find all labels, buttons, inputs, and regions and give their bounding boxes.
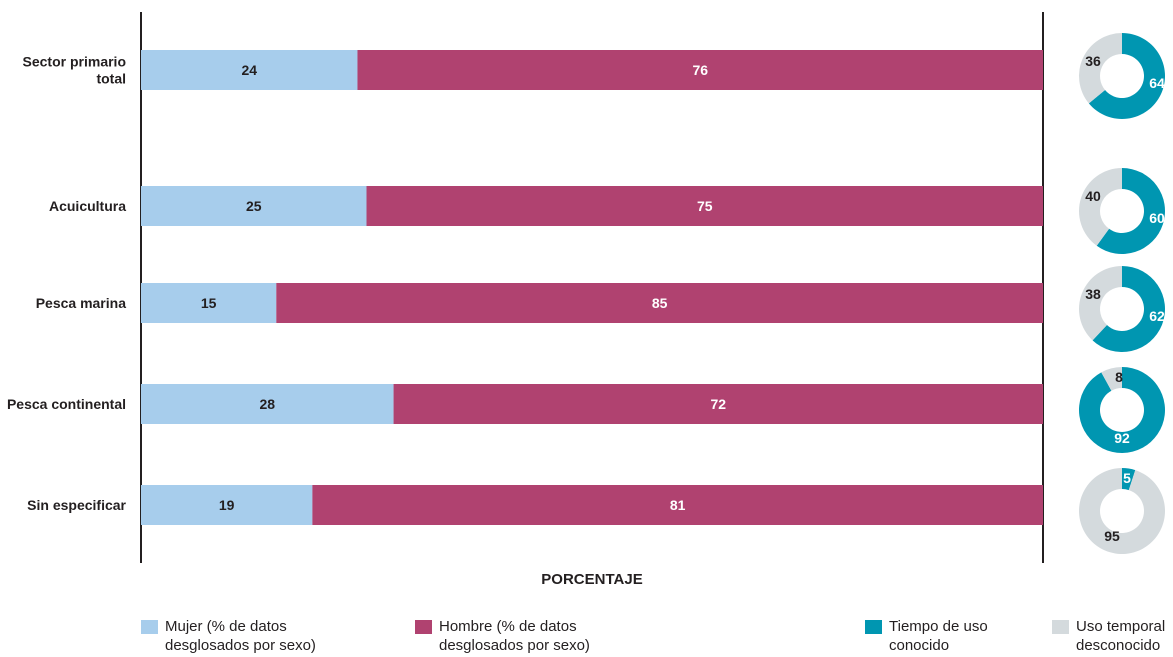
donut-value-label-uso-desconocido-2: 38 (1085, 286, 1101, 302)
donut-value-label-tiempo-conocido-3: 92 (1114, 430, 1130, 446)
legend-label-tiempo-line1: Tiempo de uso (889, 618, 988, 635)
donut-group: 64 36 60 40 62 38 92 8 5 95 (1078, 33, 1166, 555)
legend-swatch-uso-desconocido (1052, 620, 1069, 634)
legend-label-uso-line2: desconocido (1076, 637, 1161, 654)
donut-slice-uso-desconocido-4 (1078, 468, 1166, 555)
donut-slice-uso-desconocido-1 (1079, 168, 1122, 246)
category-label-4: Sin especificar (27, 497, 126, 513)
donut-slice-uso-desconocido-0 (1079, 33, 1122, 104)
bar-value-label-mujer-0: 24 (241, 62, 257, 78)
donut-value-label-uso-desconocido-4: 95 (1104, 528, 1120, 544)
bar-value-label-hombre-0: 76 (692, 62, 708, 78)
bar-hombre-4 (312, 485, 1043, 525)
category-label-3: Pesca continental (7, 396, 126, 412)
bar-mujer-3 (141, 384, 394, 424)
legend-label-tiempo-line2: conocido (889, 637, 950, 654)
bar-hombre-3 (393, 384, 1043, 424)
legend-label-mujer-line1: Mujer (% de datos (165, 618, 287, 635)
donut-slice-tiempo-conocido-2 (1092, 266, 1165, 352)
legend-label-hombre-line2: desglosados por sexo) (439, 637, 590, 654)
bar-value-label-hombre-1: 75 (697, 198, 713, 214)
donut-value-label-tiempo-conocido-1: 60 (1149, 210, 1165, 226)
bar-hombre-1 (366, 186, 1043, 226)
donut-slice-uso-desconocido-2 (1079, 266, 1122, 341)
category-labels: Sector primario total Acuicultura Pesca mar… (7, 54, 127, 514)
bar-hombre-2 (276, 283, 1043, 323)
bar-value-label-hombre-3: 72 (710, 396, 726, 412)
donut-value-label-uso-desconocido-3: 8 (1115, 369, 1123, 385)
donut-value-label-uso-desconocido-1: 40 (1085, 188, 1101, 204)
category-label-0: Sector primario total (23, 54, 126, 87)
donut-slice-tiempo-conocido-1 (1096, 168, 1165, 254)
donut-value-label-tiempo-conocido-0: 64 (1149, 75, 1165, 91)
donut-slice-tiempo-conocido-4 (1122, 468, 1136, 491)
donut-value-label-tiempo-conocido-2: 62 (1149, 308, 1165, 324)
bar-value-label-mujer-1: 25 (246, 198, 262, 214)
bar-value-label-mujer-2: 15 (201, 295, 217, 311)
donut-value-label-uso-desconocido-0: 36 (1085, 53, 1101, 69)
bar-mujer-4 (141, 485, 313, 525)
bar-value-label-hombre-2: 85 (652, 295, 668, 311)
bar-value-label-mujer-3: 28 (259, 396, 275, 412)
bar-mujer-0 (141, 50, 358, 90)
bar-value-label-mujer-4: 19 (219, 497, 235, 513)
bar-mujer-1 (141, 186, 367, 226)
donut-slice-tiempo-conocido-0 (1088, 33, 1165, 120)
donut-slice-tiempo-conocido-3 (1079, 367, 1165, 453)
bar-hombre-0 (357, 50, 1044, 90)
category-label-1: Acuicultura (49, 198, 126, 214)
legend-label-mujer-line2: desglosados por sexo) (165, 637, 316, 654)
bar-mujer-2 (141, 283, 277, 323)
donut-value-label-tiempo-conocido-4: 5 (1123, 470, 1131, 486)
legend-label-uso-line1: Uso temporal (1076, 618, 1166, 635)
category-label-2: Pesca marina (36, 295, 126, 311)
legend-swatch-tiempo-conocido (865, 620, 882, 634)
bar-value-label-hombre-4: 81 (670, 497, 686, 513)
legend-swatch-mujer (141, 620, 158, 634)
donut-slice-uso-desconocido-3 (1101, 367, 1122, 391)
legend-swatch-hombre (415, 620, 432, 634)
bar-group: 24 76 25 75 15 85 28 72 19 81 (141, 50, 1044, 525)
legend-label-hombre-line1: Hombre (% de datos (439, 618, 577, 635)
x-axis-label: PORCENTAJE (541, 571, 642, 588)
